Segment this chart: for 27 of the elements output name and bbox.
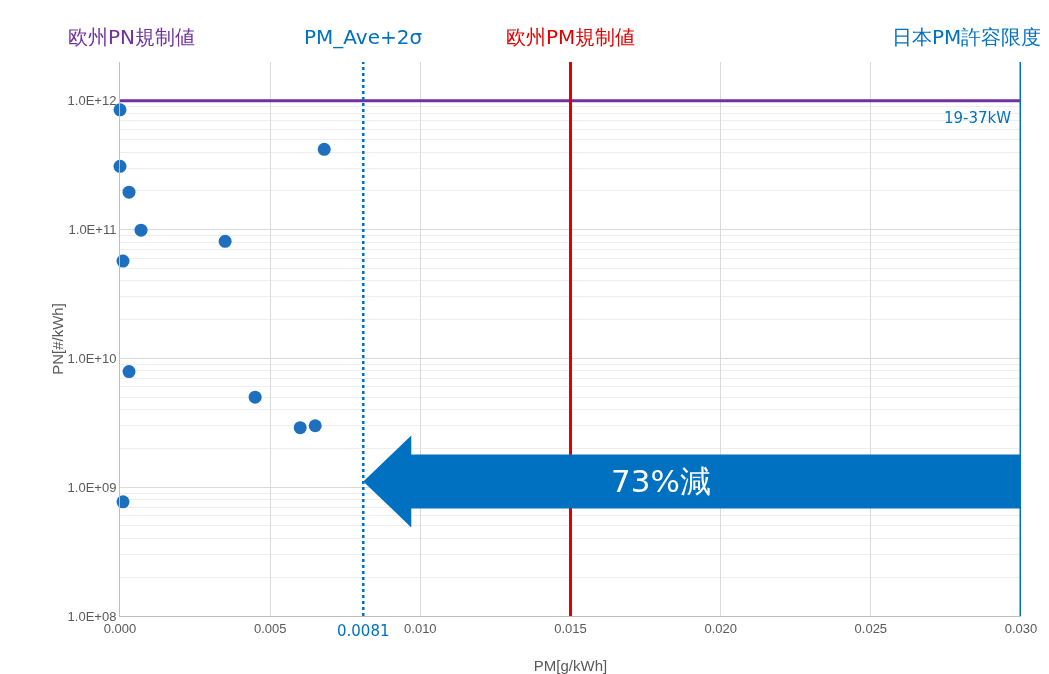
x-axis-title: PM[g/kWh] [533,657,608,674]
point [317,142,331,156]
point [218,234,232,248]
x-tick-label: 0.005 [253,620,287,636]
y-tick-label: 1.0E+11 [68,222,117,238]
annotation: 73%減 [611,463,711,499]
y-tick-label: 1.0E+09 [67,479,117,495]
ref-line-label: 欧州PM規制値 [506,25,636,49]
y-tick-label: 1.0E+12 [67,93,117,109]
point [308,419,322,433]
x-tick-label: 0.010 [404,620,437,636]
x-tick-label: 0.030 [1004,620,1038,636]
annotation: 19-37kW [944,109,1012,127]
x-tick-label: 0.015 [554,620,587,636]
point [122,365,136,379]
point [134,223,148,237]
ref-line-label: 日本PM許容限度 [892,25,1042,49]
x-tick-label: 0.020 [704,620,737,636]
x-tick-label: 0.025 [854,620,888,636]
annotation: 0.0081 [337,622,390,640]
y-axis-title: PN[#/kWh] [48,303,66,375]
point [122,185,136,199]
ref-line-label: 欧州PN規制値 [68,25,196,49]
y-tick-label: 1.0E+10 [67,350,117,366]
point [248,390,262,404]
ref-line-label: PM_Ave+2σ [304,25,423,49]
point [293,421,307,435]
